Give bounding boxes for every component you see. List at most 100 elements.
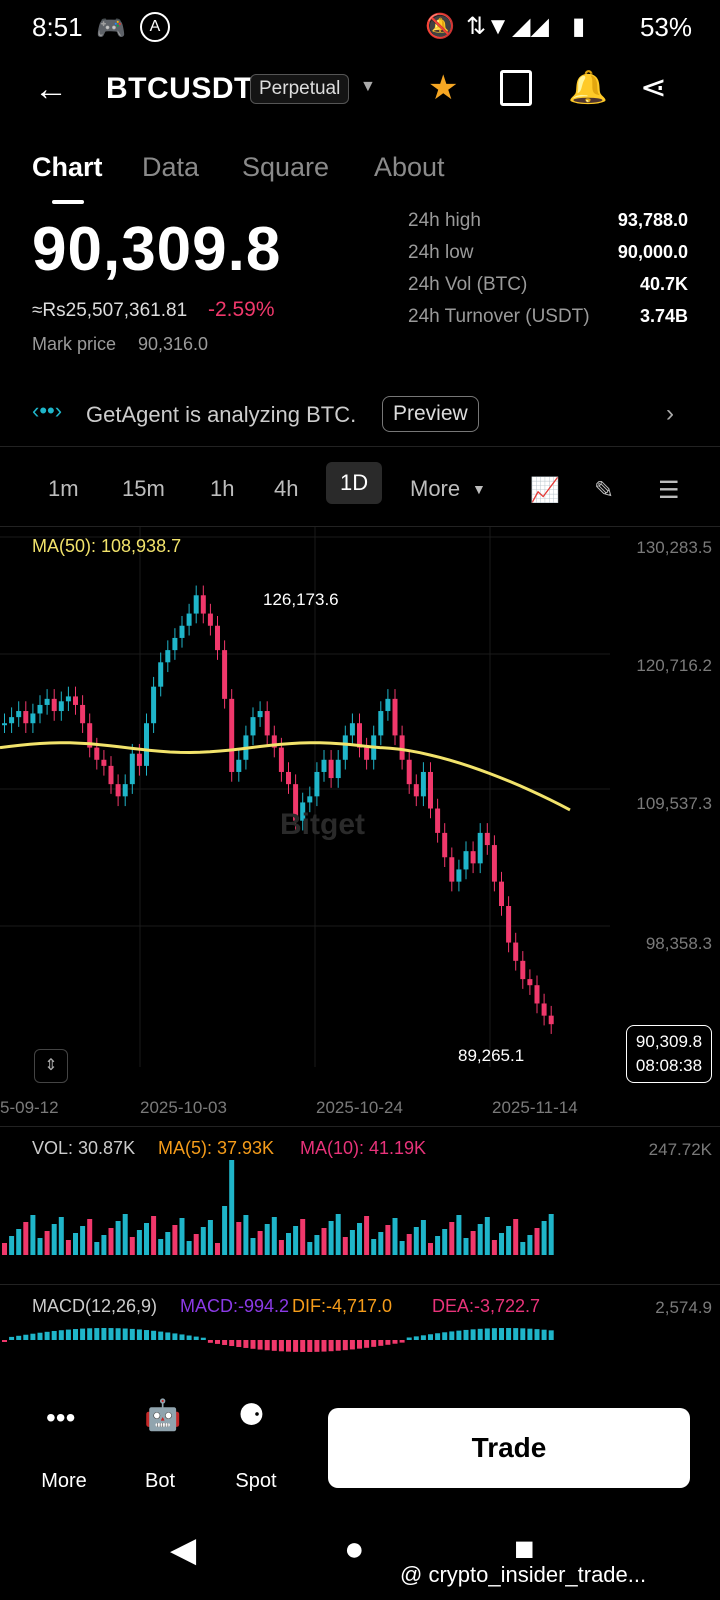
interval-more[interactable]: More (410, 476, 461, 501)
tab-data[interactable]: Data (142, 152, 200, 182)
candle-body (364, 747, 370, 760)
candle-body (520, 960, 526, 980)
getagent-bar[interactable]: ‹••› GetAgent is analyzing BTC. Preview … (32, 392, 692, 436)
candle-body (534, 985, 540, 1004)
share-icon[interactable]: ⋖ (640, 69, 667, 105)
stat-value: 93,788.0 (617, 210, 688, 230)
high-marker-label: 126,173.6 (263, 590, 339, 609)
volume-bar (271, 1217, 277, 1255)
spot-icon[interactable]: ⚈ (238, 1399, 265, 1432)
volume-bar (9, 1236, 15, 1255)
volume-bar (222, 1206, 228, 1255)
star-icon[interactable]: ★ (428, 69, 459, 107)
vol-ma10-label: MA(10): 41.19K (300, 1138, 427, 1158)
candle-body (136, 753, 142, 766)
dropdown-icon[interactable]: ▼ (360, 78, 376, 95)
alert-icon[interactable]: 🔔 (568, 69, 608, 105)
volume-bar (236, 1222, 242, 1255)
draw-icon[interactable]: ✎ (594, 477, 615, 504)
macd-bar (172, 1333, 178, 1340)
interval-1m[interactable]: 1m (48, 476, 79, 501)
volume-bar (342, 1237, 348, 1255)
candle-body (278, 747, 284, 772)
back-nav-icon[interactable]: ◀ (170, 1531, 197, 1569)
volume-bars (2, 1160, 554, 1255)
volume-bar (491, 1240, 497, 1255)
candle-body (499, 881, 504, 906)
macd-bar (371, 1340, 377, 1347)
tab-square[interactable]: Square (242, 152, 330, 182)
volume-bar (484, 1217, 490, 1255)
vol-label: VOL: 30.87K (32, 1138, 136, 1158)
y-axis-label: 98,358.3 (645, 934, 712, 953)
divider (0, 526, 720, 527)
interval-1d[interactable]: 1D (326, 462, 383, 504)
symbol-title[interactable]: BTCUSDT (106, 72, 253, 105)
macd-bar (463, 1329, 469, 1340)
getagent-text: GetAgent is analyzing BTC. (86, 402, 357, 427)
chevron-right-icon[interactable]: › (666, 400, 674, 427)
interval-1h[interactable]: 1h (210, 476, 235, 501)
expand-icon[interactable]: ⇕ (34, 1049, 68, 1083)
signal-icon: ◢◢ (512, 13, 549, 40)
tab-about[interactable]: About (374, 152, 445, 182)
recents-nav-icon[interactable]: ■ (514, 1530, 535, 1568)
macd-bar (37, 1332, 43, 1340)
macd-bar (413, 1336, 419, 1340)
tab-chart[interactable]: Chart (32, 152, 103, 182)
candle-body (420, 771, 426, 797)
volume-chart (2, 1160, 554, 1255)
macd-bar (165, 1332, 171, 1340)
divider (0, 446, 720, 447)
contract-info-icon[interactable] (500, 70, 532, 106)
nav-bot[interactable]: Bot (144, 1470, 176, 1492)
bot-icon[interactable]: 🤖 (144, 1399, 182, 1432)
trade-button[interactable]: Trade (328, 1408, 690, 1488)
macd-bar (80, 1328, 86, 1340)
settings-icon[interactable]: ☰ (658, 477, 680, 504)
volume-bar (250, 1238, 256, 1255)
nav-more[interactable]: More (41, 1470, 87, 1492)
low-marker-label: 89,265.1 (458, 1046, 525, 1065)
candle-body (80, 704, 86, 724)
volume-bar (129, 1237, 135, 1255)
preview-button[interactable]: Preview (382, 396, 479, 432)
candle-body (406, 759, 412, 785)
macd-bar (399, 1340, 405, 1343)
more-icon[interactable]: ••• (46, 1402, 76, 1433)
nav-spot[interactable]: Spot (235, 1470, 277, 1492)
macd-bar (151, 1330, 157, 1340)
macd-chart (2, 1328, 554, 1352)
volume-bar (335, 1214, 341, 1255)
candle-body (314, 771, 320, 797)
candle-body (413, 784, 419, 797)
volume-bar (520, 1242, 526, 1255)
macd-bar (321, 1340, 327, 1352)
macd-bar (271, 1340, 277, 1351)
volume-bar (207, 1220, 213, 1255)
interval-4h[interactable]: 4h (274, 476, 299, 501)
vol-ymax-label: 247.72K (648, 1140, 712, 1159)
volume-bar (534, 1228, 540, 1255)
back-icon[interactable]: ← (34, 70, 68, 108)
y-axis-label: 120,716.2 (636, 656, 712, 675)
candle-body (541, 1003, 547, 1016)
macd-bar (527, 1328, 533, 1340)
candle-body (122, 784, 128, 797)
macd-bar (491, 1328, 497, 1340)
getagent-icon: ‹••› (32, 398, 63, 423)
volume-bar (307, 1242, 313, 1255)
status-time: 8:51 (32, 12, 83, 42)
candlestick-chart[interactable] (0, 527, 720, 1112)
chevron-down-icon[interactable]: ▼ (472, 481, 486, 497)
macd-bar (541, 1329, 547, 1340)
candle-body (65, 696, 71, 702)
macd-bar (357, 1340, 362, 1349)
interval-15m[interactable]: 15m (122, 476, 165, 501)
x-axis-label: 5-09-12 (0, 1098, 59, 1117)
volume-bar (179, 1218, 185, 1255)
indicator-icon[interactable]: 📈 (530, 477, 560, 504)
home-nav-icon[interactable]: ● (344, 1530, 365, 1568)
header: ← BTCUSDT Perpetual ▼ ★ 🔔 ⋖ (0, 56, 720, 128)
candle-body (399, 735, 405, 760)
